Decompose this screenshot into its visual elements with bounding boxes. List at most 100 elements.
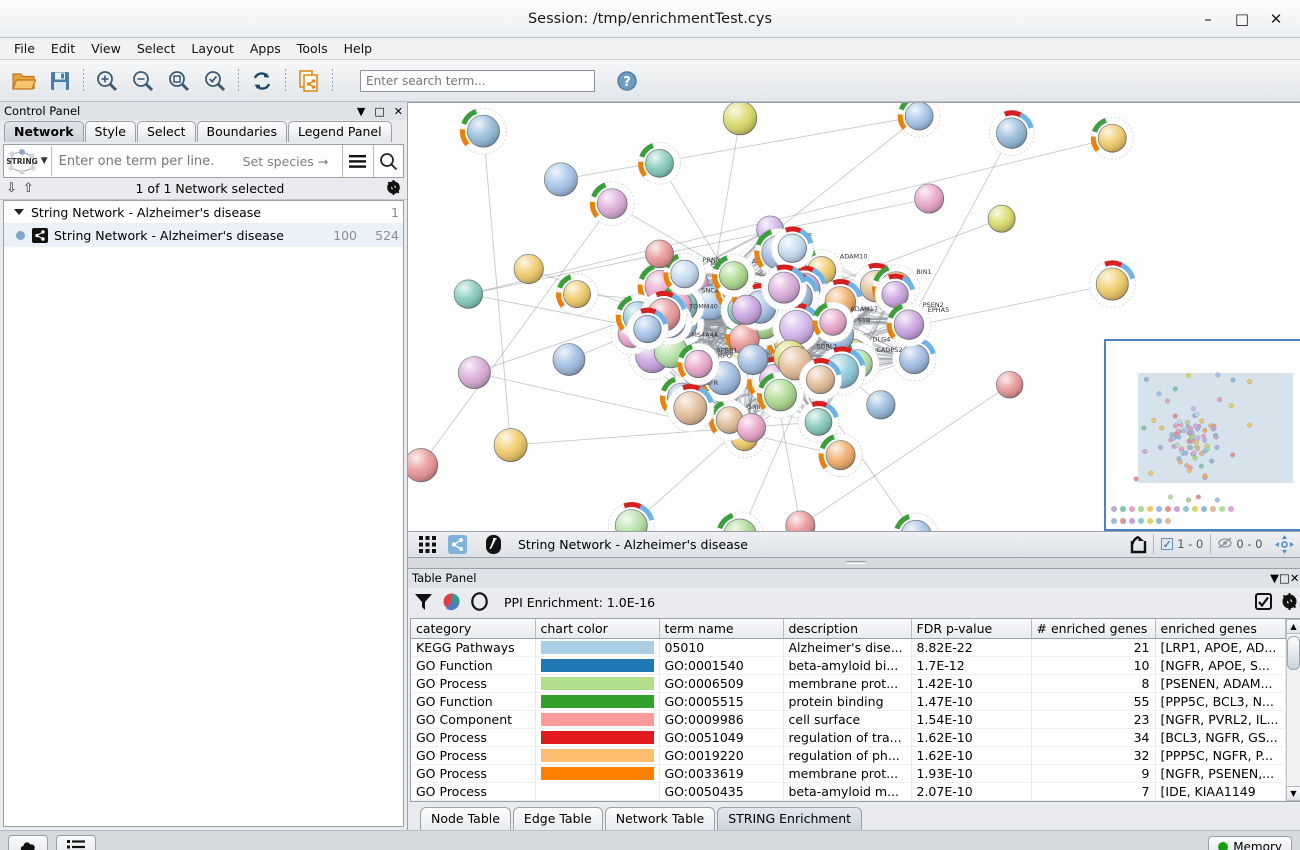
scroll-up-icon[interactable]: ▲ (1286, 618, 1300, 634)
network-node[interactable] (866, 390, 896, 420)
network-node[interactable] (459, 107, 508, 155)
network-group-row[interactable]: String Network - Alzheimer's disease 1 (4, 201, 403, 224)
menu-select[interactable]: Select (136, 41, 176, 56)
network-node[interactable] (716, 511, 764, 532)
network-node[interactable] (666, 384, 715, 433)
hidden-nodes-indicator[interactable]: 0 - 0 (1210, 534, 1269, 555)
network-node[interactable] (493, 428, 528, 463)
collapse-all-icon[interactable]: ⇩ (6, 181, 17, 196)
network-node[interactable] (607, 502, 655, 532)
zoom-in-icon[interactable] (89, 64, 125, 98)
network-node[interactable] (1090, 116, 1134, 160)
table-row[interactable]: GO Process GO:0006509 membrane prot... 1.42… (411, 674, 1286, 693)
network-overview-thumbnail[interactable] (1103, 338, 1300, 531)
network-node[interactable] (770, 226, 815, 271)
selected-nodes-indicator[interactable]: ✓ 1 - 0 (1153, 534, 1210, 555)
network-node[interactable] (1088, 260, 1136, 308)
network-node[interactable] (408, 448, 439, 483)
network-node[interactable] (987, 204, 1016, 233)
enrichment-table-wrapper[interactable]: category chart color term name descripti… (410, 617, 1300, 802)
control-panel-dropdown-icon[interactable]: ▼ (356, 104, 366, 118)
table-panel-dropdown-icon[interactable]: ▼ (1270, 571, 1279, 585)
control-panel-float-icon[interactable]: □ (374, 104, 385, 118)
network-node[interactable] (737, 344, 769, 375)
search-icon[interactable] (372, 145, 403, 177)
network-node[interactable] (638, 141, 682, 185)
network-view-canvas[interactable]: MT-ND2VSNL1BCL3MMEPSEN2CR1PPP5CSORL1ADAM… (408, 102, 1300, 532)
network-node[interactable] (818, 433, 863, 478)
tab-network-table[interactable]: Network Table (604, 807, 716, 830)
table-row[interactable]: GO Process GO:0050435 beta-amyloid m... 2.0… (411, 782, 1286, 801)
table-row[interactable]: GO Process GO:0033619 membrane prot... 1.93… (411, 764, 1286, 783)
network-node[interactable]: ADAM17 (812, 301, 878, 343)
network-node[interactable]: APBB1 (677, 342, 738, 386)
network-node[interactable] (555, 273, 599, 316)
gear-icon[interactable] (386, 179, 401, 198)
annotation-icon[interactable] (478, 532, 508, 556)
cloud-icon[interactable] (8, 834, 48, 850)
network-graph[interactable]: MT-ND2VSNL1BCL3MMEPSEN2CR1PPP5CSORL1ADAM… (408, 103, 1300, 532)
menu-file[interactable]: File (14, 41, 35, 56)
zoom-selected-icon[interactable] (197, 64, 233, 98)
table-row[interactable]: GO Process GO:0051049 regulation of tra...… (411, 728, 1286, 747)
network-node[interactable] (543, 162, 578, 197)
menu-layout[interactable]: Layout (191, 41, 234, 56)
col-chart-color[interactable]: chart color (535, 618, 660, 639)
table-row[interactable]: GO Function GO:0005515 protein binding 1.47… (411, 692, 1286, 711)
export-icon[interactable] (1123, 532, 1153, 556)
zoom-out-icon[interactable] (125, 64, 161, 98)
donut-chart-icon[interactable] (470, 591, 489, 614)
network-list[interactable]: String Network - Alzheimer's disease 1 S… (3, 200, 404, 827)
scroll-down-icon[interactable]: ▼ (1286, 786, 1300, 801)
network-node[interactable] (736, 413, 766, 443)
menu-help[interactable]: Help (343, 41, 373, 56)
network-node[interactable] (798, 358, 843, 402)
col-term-name[interactable]: term name (659, 618, 784, 639)
tab-select[interactable]: Select (136, 121, 196, 142)
string-dropdown-caret-icon[interactable]: ▼ (40, 156, 48, 166)
hamburger-icon[interactable] (342, 145, 372, 177)
open-folder-icon[interactable] (6, 64, 42, 98)
minimize-button[interactable]: – (1204, 10, 1212, 28)
grid-layout-icon[interactable] (412, 532, 442, 556)
pie-chart-icon[interactable] (442, 592, 461, 614)
table-row[interactable]: GO Process GO:0019220 regulation of ph... 1… (411, 746, 1286, 765)
string-logo-icon[interactable]: STRING (4, 145, 41, 177)
search-input[interactable] (360, 69, 595, 92)
fit-content-icon[interactable] (1270, 532, 1300, 556)
menu-apps[interactable]: Apps (249, 41, 281, 56)
network-node[interactable] (722, 103, 758, 136)
network-node[interactable] (552, 343, 586, 376)
menu-tools[interactable]: Tools (296, 41, 328, 56)
table-row[interactable]: GO Function GO:0001540 beta-amyloid bi... 1… (411, 656, 1286, 675)
help-icon[interactable]: ? (609, 64, 645, 98)
zoom-fit-icon[interactable] (161, 64, 197, 98)
network-node[interactable]: EPHA5 (886, 302, 949, 347)
tab-edge-table[interactable]: Edge Table (512, 807, 603, 830)
network-node[interactable] (897, 103, 941, 138)
gear-icon[interactable] (1281, 592, 1298, 613)
network-node[interactable] (893, 512, 939, 531)
tab-legend-panel[interactable]: Legend Panel (287, 121, 392, 142)
scrollbar-thumb[interactable] (1287, 635, 1300, 670)
network-node[interactable] (645, 239, 674, 269)
col-description[interactable]: description (783, 618, 912, 639)
expand-triangle-icon[interactable] (14, 209, 24, 215)
network-node[interactable] (453, 279, 483, 309)
network-node[interactable] (892, 336, 937, 382)
network-node[interactable] (785, 510, 816, 532)
tab-node-table[interactable]: Node Table (420, 807, 511, 830)
table-panel-close-icon[interactable]: ✕ (1289, 571, 1300, 585)
network-node[interactable] (996, 371, 1024, 399)
col-category[interactable]: category (411, 618, 536, 639)
enrichment-table[interactable]: category chart color term name descripti… (411, 618, 1286, 801)
network-node[interactable] (797, 401, 840, 443)
tab-boundaries[interactable]: Boundaries (196, 121, 287, 142)
network-node[interactable] (589, 181, 635, 227)
list-icon[interactable] (56, 834, 96, 850)
splitter-handle[interactable] (408, 558, 1300, 568)
col-enriched-count[interactable]: # enriched genes (1031, 618, 1156, 639)
network-node[interactable] (458, 356, 491, 390)
share-network-icon[interactable] (442, 532, 472, 556)
memory-button[interactable]: Memory (1208, 835, 1292, 850)
